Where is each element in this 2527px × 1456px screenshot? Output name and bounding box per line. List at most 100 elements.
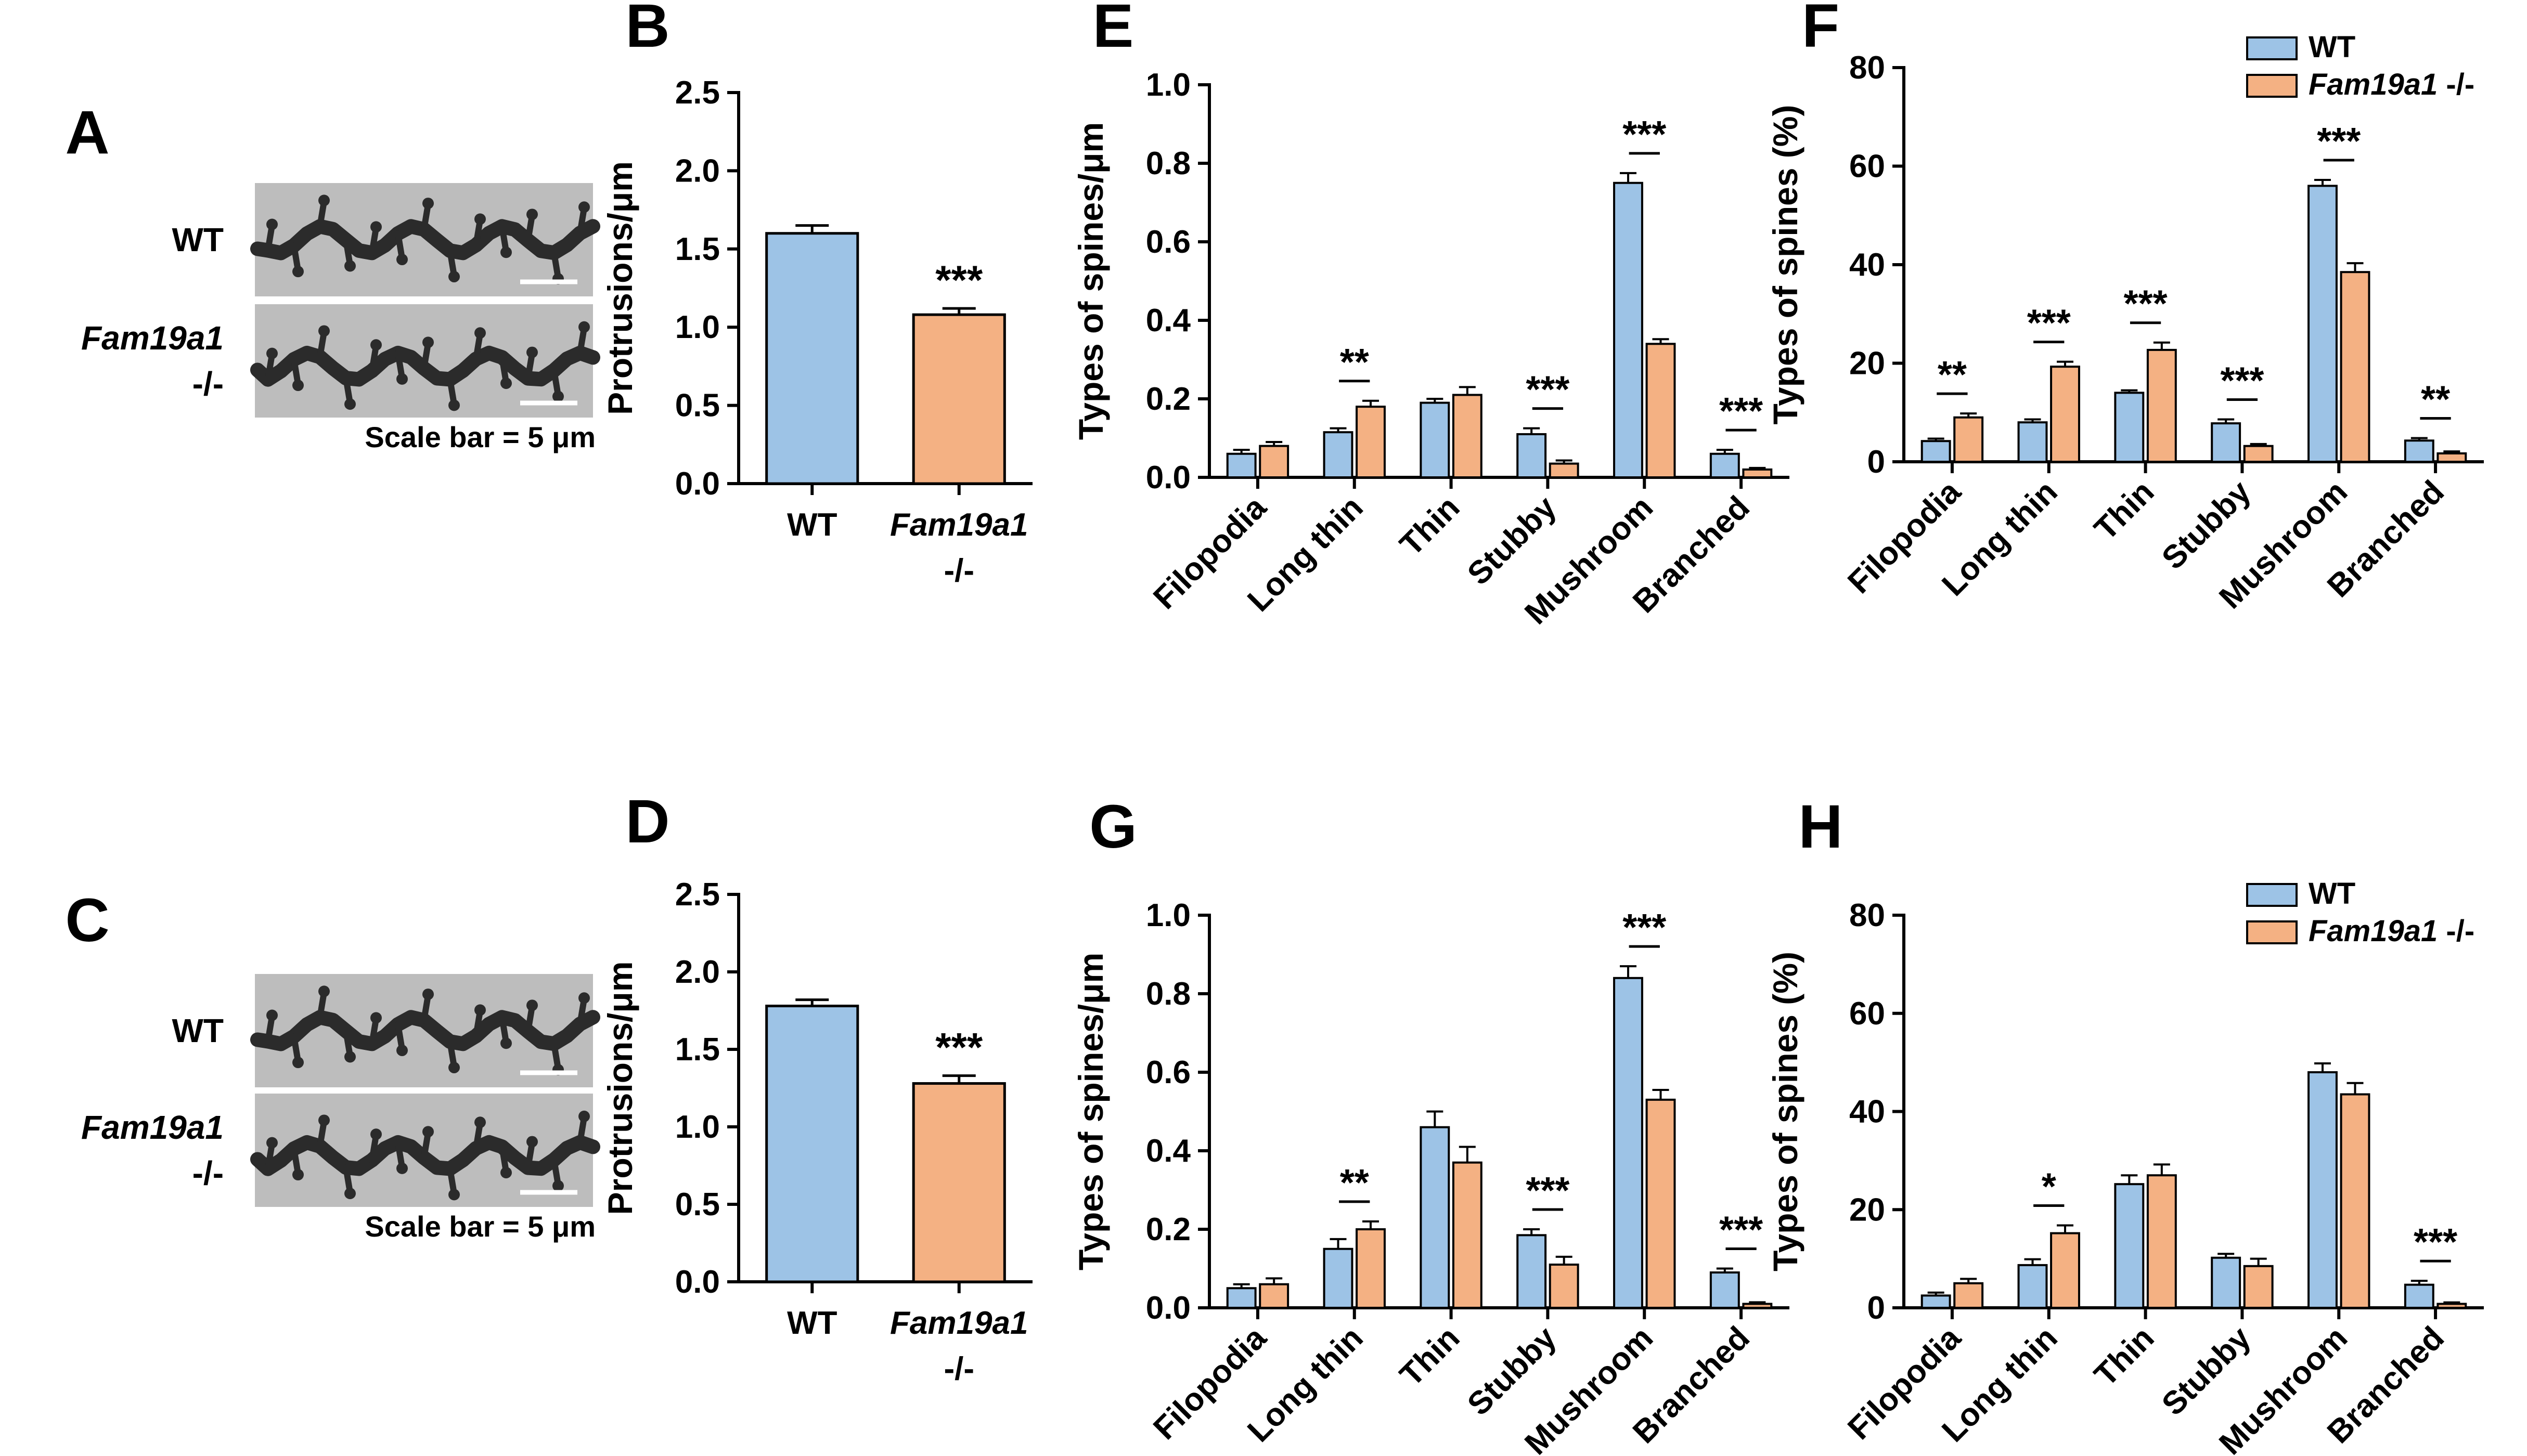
x-tick-label: WT <box>787 507 837 543</box>
significance-label: *** <box>1526 369 1569 411</box>
bar <box>1356 406 1386 478</box>
panel-label-h: H <box>1798 792 1842 861</box>
spine-head <box>422 1126 434 1138</box>
bar <box>1920 440 1951 463</box>
bar <box>1516 433 1547 479</box>
legend-label-suffix: -/- <box>2438 914 2474 948</box>
bar <box>1613 181 1643 478</box>
bar <box>2211 1256 2241 1309</box>
significance-label: * <box>2042 1166 2056 1207</box>
bar <box>1645 343 1676 478</box>
spine-head <box>500 1037 512 1049</box>
bar <box>2114 392 2145 463</box>
bar <box>2307 1071 2338 1309</box>
x-tick-label: -/- <box>944 553 974 589</box>
spine-head <box>500 246 512 258</box>
bar <box>1742 468 1773 479</box>
bar <box>1259 1283 1290 1309</box>
y-tick-label: 2.0 <box>675 954 720 990</box>
y-tick-label: 40 <box>1849 1094 1885 1130</box>
bar <box>1516 1234 1547 1309</box>
legend-swatch-wt <box>2246 36 2298 60</box>
significance-label: *** <box>1622 114 1666 155</box>
spine-head <box>318 194 330 206</box>
bar <box>1323 1247 1353 1309</box>
significance-label: *** <box>1622 907 1666 948</box>
spine-head <box>292 1057 304 1069</box>
spine-head <box>526 1136 538 1148</box>
bar <box>765 232 859 485</box>
spine-head <box>500 378 512 389</box>
y-tick-label: 0.0 <box>675 1264 720 1300</box>
y-tick-label: 60 <box>1849 149 1885 185</box>
scale-bar-label: Scale bar = 5 μm <box>365 1210 596 1243</box>
micrograph-row-label: -/- <box>192 365 224 402</box>
bar <box>2146 1174 2177 1309</box>
bar <box>1549 462 1579 479</box>
significance-label: *** <box>1526 1170 1569 1212</box>
spine-head <box>266 218 278 230</box>
significance-label: *** <box>2220 360 2264 402</box>
y-tick-label: 1.0 <box>675 309 720 345</box>
bar <box>2243 1265 2274 1309</box>
y-tick-label: 0.6 <box>1146 1055 1191 1090</box>
bar <box>1356 1228 1386 1309</box>
spine-head <box>474 213 486 225</box>
spine-head <box>396 1045 408 1057</box>
bar <box>1709 452 1740 479</box>
spine-head <box>344 398 356 410</box>
significance-label: *** <box>2027 303 2071 344</box>
spine-head <box>266 1009 278 1021</box>
y-tick-label: 0 <box>1867 1290 1885 1326</box>
y-tick-label: 1.0 <box>1146 898 1191 933</box>
y-tick-label: 2.5 <box>675 75 720 111</box>
spine-head <box>344 260 356 272</box>
y-tick-label: 1.0 <box>675 1109 720 1145</box>
spine-head <box>292 380 304 392</box>
panel-label-f: F <box>1802 0 1839 60</box>
y-axis-label: Protrusions/μm <box>601 161 639 415</box>
legend-label-italic: Fam19a1 <box>2309 68 2438 101</box>
spine-head <box>396 373 408 385</box>
x-tick-label: Thin <box>1393 489 1466 563</box>
y-tick-label: 0.5 <box>675 388 720 424</box>
micrograph-row-label: WT <box>172 1012 224 1049</box>
panel-label-g: G <box>1089 792 1137 861</box>
bar <box>912 1082 1006 1283</box>
bar <box>1226 452 1257 479</box>
x-tick-label: Thin <box>2087 474 2161 547</box>
spine-head <box>422 336 434 348</box>
micrograph-panel-a: WT Fam19a1 -/- Scale bar = 5 μm <box>81 183 600 453</box>
legend-swatch-ko <box>2246 74 2298 98</box>
significance-label: ** <box>1340 342 1369 383</box>
legend-swatch-ko <box>2246 920 2298 944</box>
y-tick-label: 2.0 <box>675 153 720 189</box>
panel-label-a: A <box>65 98 109 167</box>
panel-label-d: D <box>625 787 669 856</box>
significance-label: *** <box>1719 391 1763 432</box>
spine-head <box>370 221 382 233</box>
spine-head <box>344 1188 356 1200</box>
spine-head <box>578 201 590 213</box>
y-tick-label: 1.5 <box>675 1032 720 1068</box>
micrograph-row-label: -/- <box>192 1154 224 1192</box>
y-tick-label: 20 <box>1849 346 1885 382</box>
micrograph-row-label: WT <box>172 221 224 258</box>
x-tick-label: Fam19a1 <box>890 1305 1028 1341</box>
spine-head <box>422 198 434 210</box>
significance-label: ** <box>1340 1162 1369 1204</box>
significance-label: *** <box>935 257 983 303</box>
spine-head <box>448 271 460 283</box>
y-tick-label: 1.5 <box>675 231 720 267</box>
spine-head <box>370 1012 382 1024</box>
micrograph-panel-c: WT Fam19a1 -/- Scale bar = 5 μm <box>81 974 600 1243</box>
bar <box>912 313 1006 485</box>
bar <box>1323 431 1353 478</box>
significance-label: *** <box>2414 1221 2457 1263</box>
spine-head <box>578 1110 590 1122</box>
bar <box>2146 348 2177 463</box>
